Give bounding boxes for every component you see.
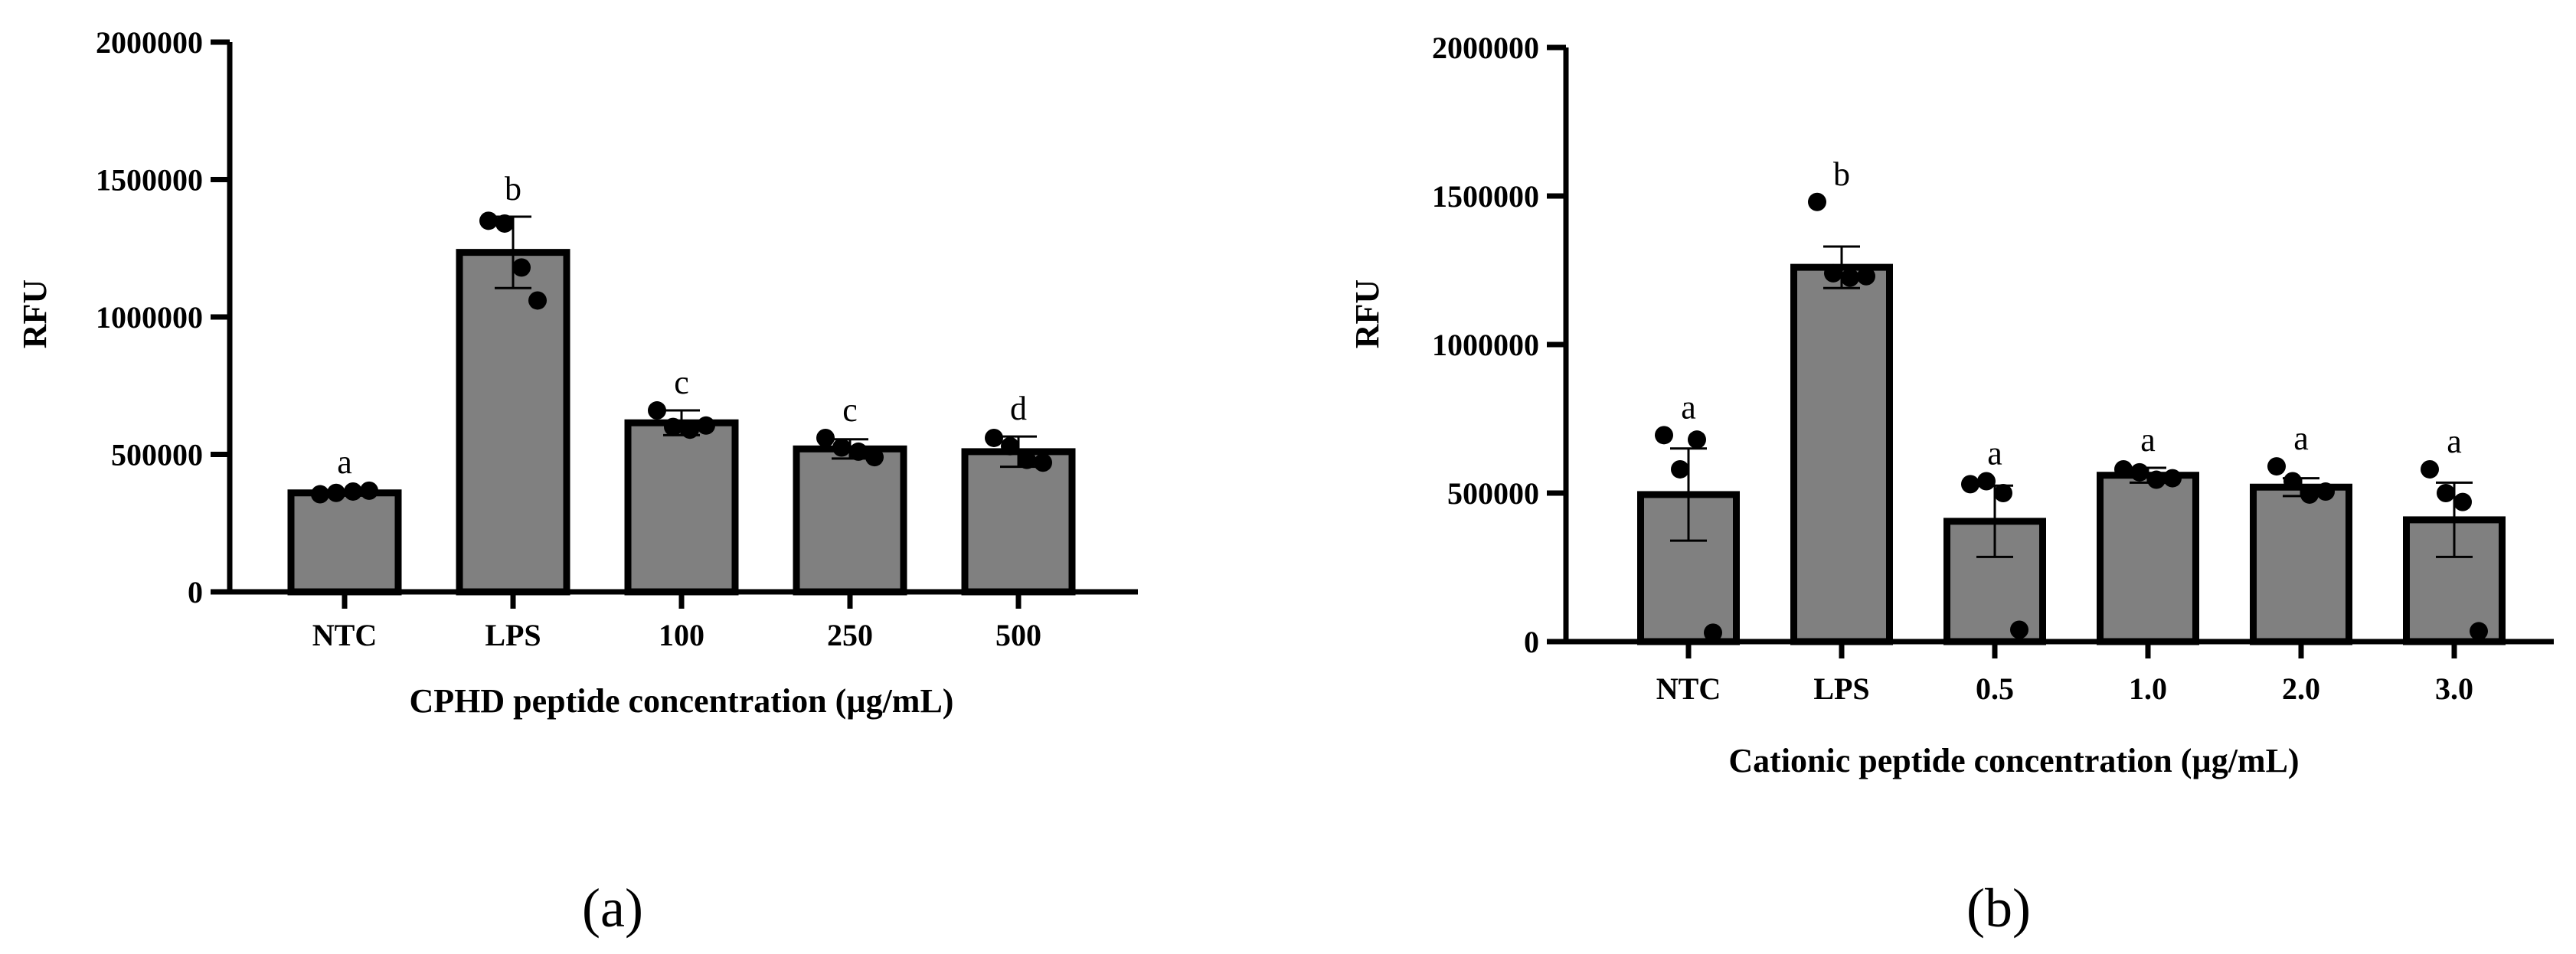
data-point xyxy=(311,485,329,504)
y-axis-title: RFU xyxy=(16,279,54,348)
y-tick-label: 0 xyxy=(188,575,203,609)
data-point xyxy=(2267,457,2286,476)
y-tick-label: 2000000 xyxy=(1432,31,1539,65)
y-tick-label: 500000 xyxy=(111,438,203,472)
data-point xyxy=(2421,459,2439,479)
bar xyxy=(624,419,739,596)
y-tick-label: 1500000 xyxy=(96,163,203,198)
data-point xyxy=(2453,492,2472,511)
y-tick-label: 0 xyxy=(1524,625,1539,659)
data-point xyxy=(1824,263,1842,283)
x-tick-label: 500 xyxy=(995,618,1041,652)
data-point xyxy=(849,442,868,461)
data-point xyxy=(985,428,1003,447)
data-point xyxy=(1994,484,2012,502)
data-point xyxy=(1977,472,1996,491)
x-tick-label: 100 xyxy=(659,618,704,652)
bar xyxy=(456,249,570,596)
data-point xyxy=(1961,475,1979,494)
data-point xyxy=(2010,620,2028,639)
significance-label: a xyxy=(1681,388,1696,426)
x-axis-title: CPHD peptide concentration (µg/mL) xyxy=(410,682,954,720)
y-tick-label: 2000000 xyxy=(96,25,203,60)
significance-label: a xyxy=(2140,421,2156,459)
data-point xyxy=(2114,459,2133,479)
significance-label: c xyxy=(842,391,858,429)
bar xyxy=(793,445,907,596)
chart-panel-a: RFU CPHD peptide concentration (µg/mL) (… xyxy=(16,25,1138,939)
x-tick-label: NTC xyxy=(312,618,377,652)
data-point xyxy=(1808,192,1826,211)
panel-label: (a) xyxy=(582,877,643,939)
data-point xyxy=(1655,426,1673,445)
x-tick-label: 1.0 xyxy=(2129,671,2167,706)
y-tick-label: 500000 xyxy=(1447,476,1539,511)
data-point xyxy=(681,420,699,439)
x-tick-label: 0.5 xyxy=(1976,671,2014,706)
panel-label: (b) xyxy=(1966,877,2031,939)
significance-label: a xyxy=(2447,423,2462,460)
data-point xyxy=(832,438,851,457)
data-point xyxy=(1857,266,1875,286)
data-point xyxy=(664,417,682,436)
significance-label: d xyxy=(1010,390,1027,427)
data-point xyxy=(2163,469,2182,488)
x-axis-title: Cationic peptide concentration (µg/mL) xyxy=(1728,742,2299,779)
data-point xyxy=(360,481,378,500)
data-point xyxy=(344,482,362,501)
significance-label: a xyxy=(337,443,352,481)
bar xyxy=(2250,483,2352,645)
data-point xyxy=(2283,472,2302,491)
x-tick-label: LPS xyxy=(1813,671,1869,706)
data-point xyxy=(2147,470,2166,489)
x-tick-label: NTC xyxy=(1656,671,1721,706)
data-point xyxy=(1704,623,1722,642)
data-point xyxy=(697,416,715,435)
significance-label: c xyxy=(674,364,689,401)
data-point xyxy=(2300,485,2319,504)
chart-panel-b: RFU Cationic peptide concentration (µg/m… xyxy=(1348,31,2554,939)
y-tick-label: 1500000 xyxy=(1432,179,1539,214)
bar xyxy=(1790,263,1893,645)
data-point xyxy=(1671,459,1689,479)
data-point xyxy=(1034,453,1052,472)
y-tick-label: 1000000 xyxy=(96,300,203,335)
data-point xyxy=(1001,436,1019,456)
significance-label: b xyxy=(505,170,521,207)
data-point xyxy=(2316,482,2335,502)
data-point xyxy=(327,483,345,502)
y-tick-label: 1000000 xyxy=(1432,328,1539,362)
data-point xyxy=(1841,268,1859,287)
data-point xyxy=(495,214,514,233)
data-point xyxy=(528,291,547,310)
data-point xyxy=(1018,450,1036,469)
data-point xyxy=(865,448,884,467)
data-point xyxy=(816,428,835,447)
bar xyxy=(2097,472,2199,645)
significance-label: a xyxy=(2293,420,2309,457)
y-axis-title: RFU xyxy=(1348,279,1386,348)
x-tick-label: LPS xyxy=(485,618,541,652)
bar xyxy=(287,489,402,596)
x-tick-label: 3.0 xyxy=(2435,671,2473,706)
data-point xyxy=(2437,484,2455,502)
data-point xyxy=(648,401,666,420)
bar xyxy=(961,448,1076,596)
x-tick-label: 250 xyxy=(827,618,873,652)
significance-label: a xyxy=(1987,434,2002,472)
data-point xyxy=(1688,430,1706,449)
data-point xyxy=(2130,462,2149,482)
data-point xyxy=(2470,622,2488,641)
x-tick-label: 2.0 xyxy=(2282,671,2320,706)
data-point xyxy=(512,258,531,277)
significance-label: b xyxy=(1833,155,1850,193)
data-point xyxy=(479,211,498,230)
